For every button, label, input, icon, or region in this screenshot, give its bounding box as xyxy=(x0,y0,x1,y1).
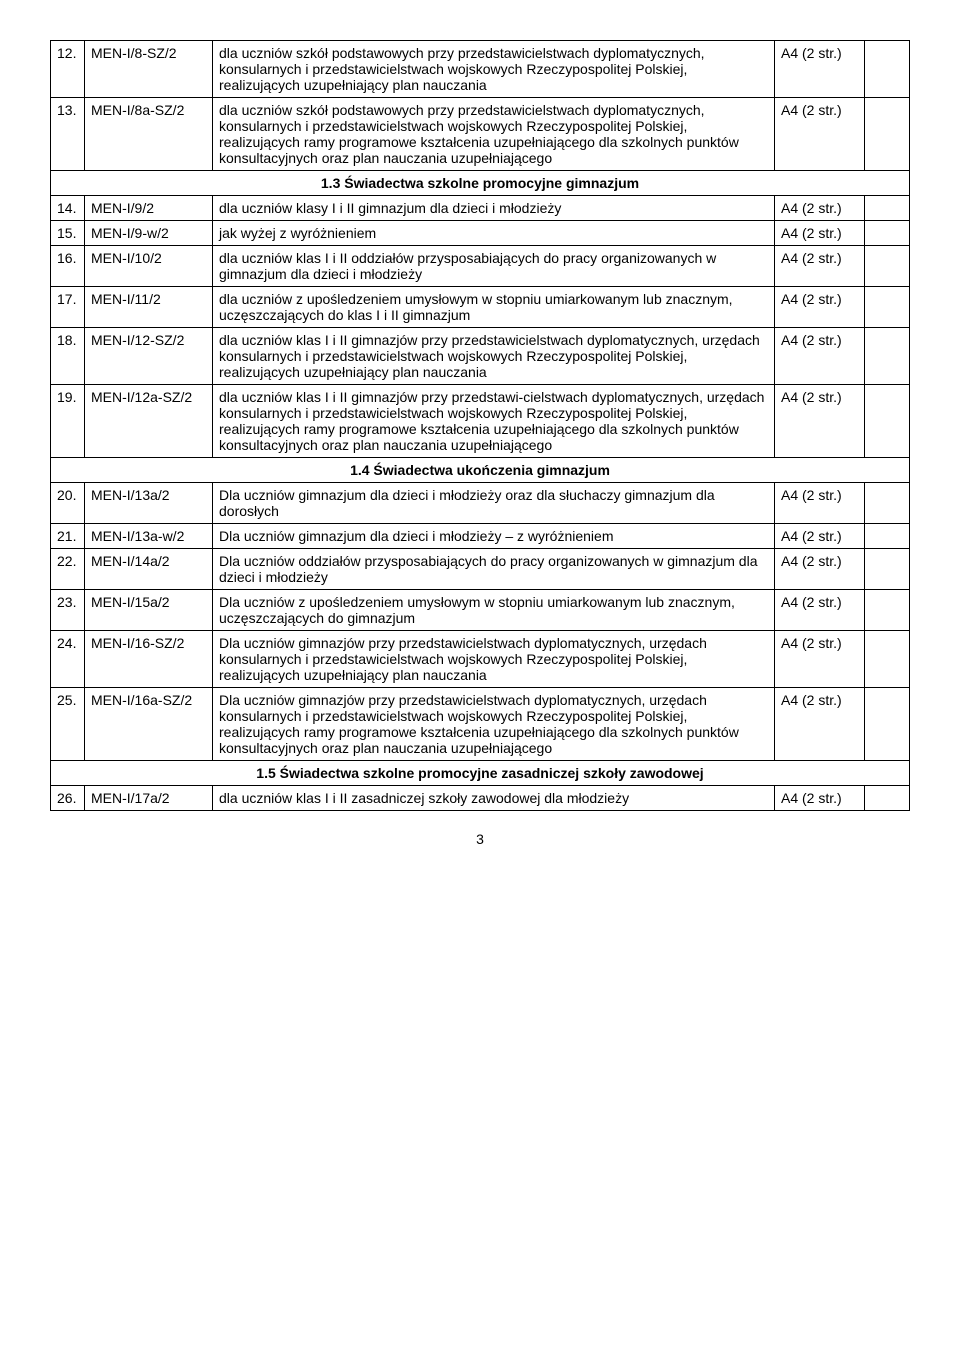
cell-num: 22. xyxy=(51,549,85,590)
cell-desc: Dla uczniów gimnazjum dla dzieci i młodz… xyxy=(213,483,775,524)
cell-blank xyxy=(865,287,910,328)
cell-format: A4 (2 str.) xyxy=(775,631,865,688)
cell-code: MEN-I/12a-SZ/2 xyxy=(85,385,213,458)
cell-format: A4 (2 str.) xyxy=(775,246,865,287)
cell-num: 15. xyxy=(51,221,85,246)
cell-desc: Dla uczniów oddziałów przysposabiających… xyxy=(213,549,775,590)
cell-format: A4 (2 str.) xyxy=(775,98,865,171)
cell-blank xyxy=(865,524,910,549)
cell-desc: dla uczniów szkół podstawowych przy prze… xyxy=(213,41,775,98)
cell-format: A4 (2 str.) xyxy=(775,524,865,549)
cell-format: A4 (2 str.) xyxy=(775,221,865,246)
section-title: 1.3 Świadectwa szkolne promocyjne gimnaz… xyxy=(51,171,910,196)
cell-code: MEN-I/16a-SZ/2 xyxy=(85,688,213,761)
cell-desc: dla uczniów szkół podstawowych przy prze… xyxy=(213,98,775,171)
cell-num: 20. xyxy=(51,483,85,524)
cell-num: 12. xyxy=(51,41,85,98)
cell-format: A4 (2 str.) xyxy=(775,590,865,631)
cell-blank xyxy=(865,385,910,458)
cell-format: A4 (2 str.) xyxy=(775,483,865,524)
cell-blank xyxy=(865,483,910,524)
section-header-row: 1.4 Świadectwa ukończenia gimnazjum xyxy=(51,458,910,483)
table-row: 21.MEN-I/13a-w/2Dla uczniów gimnazjum dl… xyxy=(51,524,910,549)
cell-desc: dla uczniów z upośledzeniem umysłowym w … xyxy=(213,287,775,328)
cell-blank xyxy=(865,590,910,631)
cell-code: MEN-I/9/2 xyxy=(85,196,213,221)
cell-desc: Dla uczniów gimnazjum dla dzieci i młodz… xyxy=(213,524,775,549)
cell-num: 25. xyxy=(51,688,85,761)
cell-blank xyxy=(865,246,910,287)
section-header-row: 1.3 Świadectwa szkolne promocyjne gimnaz… xyxy=(51,171,910,196)
cell-blank xyxy=(865,98,910,171)
section-title: 1.4 Świadectwa ukończenia gimnazjum xyxy=(51,458,910,483)
cell-desc: dla uczniów klas I i II gimnazjów przy p… xyxy=(213,328,775,385)
cell-format: A4 (2 str.) xyxy=(775,196,865,221)
cell-blank xyxy=(865,221,910,246)
cell-format: A4 (2 str.) xyxy=(775,786,865,811)
table-row: 24.MEN-I/16-SZ/2Dla uczniów gimnazjów pr… xyxy=(51,631,910,688)
cell-num: 18. xyxy=(51,328,85,385)
cell-code: MEN-I/8a-SZ/2 xyxy=(85,98,213,171)
cell-desc: Dla uczniów z upośledzeniem umysłowym w … xyxy=(213,590,775,631)
cell-num: 16. xyxy=(51,246,85,287)
cell-code: MEN-I/17a/2 xyxy=(85,786,213,811)
table-row: 15.MEN-I/9-w/2jak wyżej z wyróżnieniemA4… xyxy=(51,221,910,246)
cell-code: MEN-I/11/2 xyxy=(85,287,213,328)
table-row: 23.MEN-I/15a/2Dla uczniów z upośledzenie… xyxy=(51,590,910,631)
cell-format: A4 (2 str.) xyxy=(775,41,865,98)
cell-blank xyxy=(865,328,910,385)
cell-desc: dla uczniów klasy I i II gimnazjum dla d… xyxy=(213,196,775,221)
table-row: 25.MEN-I/16a-SZ/2Dla uczniów gimnazjów p… xyxy=(51,688,910,761)
section-header-row: 1.5 Świadectwa szkolne promocyjne zasadn… xyxy=(51,761,910,786)
cell-desc: jak wyżej z wyróżnieniem xyxy=(213,221,775,246)
cell-code: MEN-I/9-w/2 xyxy=(85,221,213,246)
cell-code: MEN-I/8-SZ/2 xyxy=(85,41,213,98)
cell-blank xyxy=(865,41,910,98)
cell-desc: dla uczniów klas I i II gimnazjów przy p… xyxy=(213,385,775,458)
cell-code: MEN-I/14a/2 xyxy=(85,549,213,590)
cell-desc: Dla uczniów gimnazjów przy przedstawicie… xyxy=(213,688,775,761)
cell-code: MEN-I/15a/2 xyxy=(85,590,213,631)
cell-desc: dla uczniów klas I i II oddziałów przysp… xyxy=(213,246,775,287)
cell-blank xyxy=(865,196,910,221)
cell-num: 17. xyxy=(51,287,85,328)
cell-format: A4 (2 str.) xyxy=(775,287,865,328)
section-title: 1.5 Świadectwa szkolne promocyjne zasadn… xyxy=(51,761,910,786)
cell-num: 21. xyxy=(51,524,85,549)
table-row: 22.MEN-I/14a/2Dla uczniów oddziałów przy… xyxy=(51,549,910,590)
table-row: 17.MEN-I/11/2dla uczniów z upośledzeniem… xyxy=(51,287,910,328)
table-row: 13.MEN-I/8a-SZ/2dla uczniów szkół podsta… xyxy=(51,98,910,171)
cell-code: MEN-I/10/2 xyxy=(85,246,213,287)
table-row: 19.MEN-I/12a-SZ/2dla uczniów klas I i II… xyxy=(51,385,910,458)
page-number: 3 xyxy=(50,831,910,847)
cell-num: 14. xyxy=(51,196,85,221)
table-row: 16.MEN-I/10/2dla uczniów klas I i II odd… xyxy=(51,246,910,287)
cell-format: A4 (2 str.) xyxy=(775,688,865,761)
table-row: 18.MEN-I/12-SZ/2dla uczniów klas I i II … xyxy=(51,328,910,385)
cell-desc: Dla uczniów gimnazjów przy przedstawicie… xyxy=(213,631,775,688)
cell-format: A4 (2 str.) xyxy=(775,385,865,458)
cell-blank xyxy=(865,631,910,688)
document-table: 12.MEN-I/8-SZ/2dla uczniów szkół podstaw… xyxy=(50,40,910,811)
cell-code: MEN-I/13a-w/2 xyxy=(85,524,213,549)
table-row: 26.MEN-I/17a/2dla uczniów klas I i II za… xyxy=(51,786,910,811)
cell-code: MEN-I/12-SZ/2 xyxy=(85,328,213,385)
cell-code: MEN-I/13a/2 xyxy=(85,483,213,524)
cell-num: 19. xyxy=(51,385,85,458)
cell-desc: dla uczniów klas I i II zasadniczej szko… xyxy=(213,786,775,811)
cell-num: 26. xyxy=(51,786,85,811)
cell-blank xyxy=(865,688,910,761)
cell-format: A4 (2 str.) xyxy=(775,549,865,590)
cell-num: 23. xyxy=(51,590,85,631)
cell-blank xyxy=(865,549,910,590)
cell-code: MEN-I/16-SZ/2 xyxy=(85,631,213,688)
cell-format: A4 (2 str.) xyxy=(775,328,865,385)
table-row: 20.MEN-I/13a/2Dla uczniów gimnazjum dla … xyxy=(51,483,910,524)
cell-blank xyxy=(865,786,910,811)
table-row: 12.MEN-I/8-SZ/2dla uczniów szkół podstaw… xyxy=(51,41,910,98)
cell-num: 13. xyxy=(51,98,85,171)
cell-num: 24. xyxy=(51,631,85,688)
table-row: 14.MEN-I/9/2dla uczniów klasy I i II gim… xyxy=(51,196,910,221)
